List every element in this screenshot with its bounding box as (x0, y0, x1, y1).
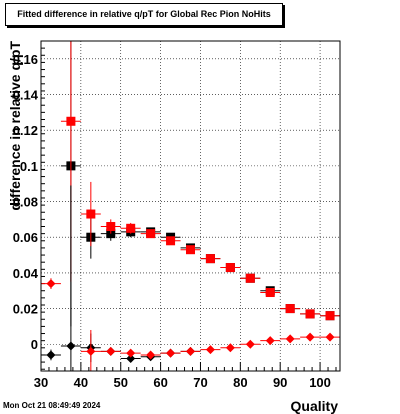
square-marker (166, 236, 176, 246)
data-point (140, 350, 161, 360)
data-series (60, 41, 340, 321)
data-point (280, 334, 301, 344)
y-tick-label: 0.16 (13, 52, 38, 67)
plot-area (41, 41, 340, 371)
x-axis-label: Quality (291, 398, 339, 414)
square-marker (225, 263, 235, 273)
x-tick-label: 80 (233, 375, 247, 390)
data-point (140, 229, 161, 239)
y-tick-label: 0.12 (13, 123, 38, 138)
data-point (41, 349, 61, 361)
diamond-marker (66, 341, 76, 351)
data-point (260, 336, 281, 346)
diamond-marker (166, 348, 176, 358)
square-marker (285, 304, 295, 314)
data-point (260, 288, 281, 298)
square-marker (86, 209, 96, 219)
diamond-marker (46, 279, 56, 289)
data-point (200, 345, 221, 355)
data-point (80, 181, 101, 247)
data-point (220, 263, 241, 273)
data-point (100, 219, 121, 234)
data-point (80, 329, 101, 371)
diamond-marker (205, 345, 215, 355)
square-marker (205, 254, 215, 264)
diamond-marker (126, 354, 136, 364)
diamond-marker (186, 346, 195, 356)
x-tick-label: 60 (153, 375, 167, 390)
diamond-marker (86, 346, 96, 356)
data-point (60, 185, 81, 371)
data-point (320, 311, 340, 321)
diamond-marker (126, 348, 136, 358)
x-tick-label: 90 (273, 375, 287, 390)
diamond-marker (46, 350, 56, 360)
diamond-marker (146, 350, 156, 360)
x-tick-label: 70 (193, 375, 207, 390)
y-tick-label: 0.06 (13, 230, 38, 245)
data-point (120, 348, 141, 358)
data-point (300, 332, 321, 342)
diamond-marker (245, 339, 255, 349)
y-tick-label: 0.14 (13, 88, 39, 103)
y-tick-label: 0.1 (20, 159, 38, 174)
square-marker (126, 223, 136, 233)
data-point (280, 304, 301, 314)
date-stamp: Mon Oct 21 08:49:49 2024 (3, 401, 101, 410)
diamond-marker (225, 343, 235, 353)
data-point (120, 222, 141, 234)
data-point (100, 346, 121, 356)
diamond-marker (106, 346, 116, 356)
x-tick-label: 100 (309, 375, 331, 390)
data-point (220, 343, 241, 353)
x-tick-label: 30 (34, 375, 48, 390)
square-marker (66, 116, 76, 126)
x-tick-label: 40 (74, 375, 88, 390)
diamond-marker (305, 332, 315, 342)
diamond-marker (265, 336, 275, 346)
data-point (240, 339, 261, 349)
data-point (160, 348, 181, 358)
data-point (300, 309, 321, 319)
y-tick-label: 0 (31, 337, 38, 352)
data-point (41, 278, 61, 289)
data-point (180, 245, 201, 255)
chart-title-box: Fitted difference in relative q/pT for G… (5, 3, 283, 26)
square-marker (245, 273, 255, 283)
square-marker (325, 311, 335, 321)
square-marker (186, 245, 195, 255)
y-axis-label: difference in relative q/pT (7, 41, 23, 211)
plot-frame (40, 40, 341, 372)
data-point (200, 254, 221, 264)
square-marker (146, 229, 156, 239)
data-point (240, 273, 261, 283)
data-point (180, 346, 201, 356)
y-tick-label: 0.02 (13, 302, 38, 317)
chart-title: Fitted difference in relative q/pT for G… (17, 9, 271, 19)
square-marker (265, 288, 275, 298)
diamond-marker (325, 332, 335, 342)
square-marker (305, 309, 315, 319)
data-series (41, 278, 340, 371)
x-tick-label: 50 (113, 375, 127, 390)
diamond-marker (285, 334, 295, 344)
y-tick-label: 0.04 (13, 266, 39, 281)
data-point (160, 236, 181, 246)
data-point (320, 332, 340, 342)
square-marker (106, 222, 116, 232)
y-tick-label: 0.08 (13, 195, 38, 210)
